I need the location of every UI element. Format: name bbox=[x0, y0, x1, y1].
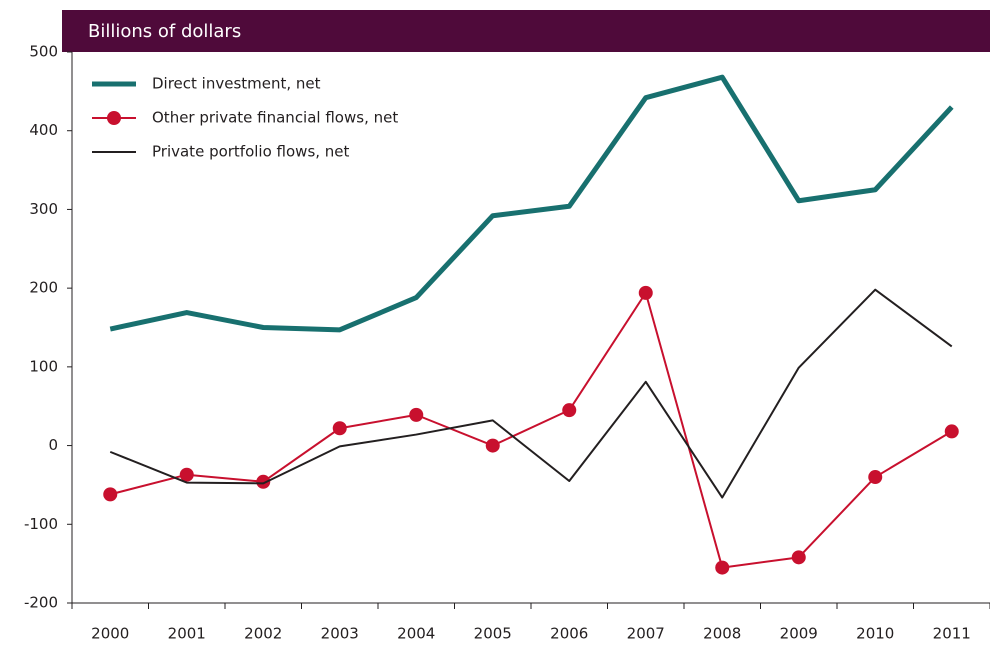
series-marker bbox=[868, 470, 883, 485]
series-marker bbox=[179, 467, 194, 482]
title-bar bbox=[62, 10, 990, 52]
legend-label: Other private financial flows, net bbox=[152, 109, 398, 127]
series-line bbox=[109, 288, 953, 499]
x-tick-label: 2007 bbox=[627, 625, 665, 643]
series-marker bbox=[485, 438, 500, 453]
x-tick-label: 2005 bbox=[474, 625, 512, 643]
x-tick-label: 2011 bbox=[933, 625, 971, 643]
series-marker bbox=[256, 474, 271, 489]
series-marker bbox=[638, 285, 653, 300]
series-marker bbox=[715, 560, 730, 575]
series-marker bbox=[944, 424, 959, 439]
series-marker bbox=[791, 550, 806, 565]
legend-marker bbox=[107, 111, 121, 125]
series-marker bbox=[332, 421, 347, 436]
y-tick-label: 400 bbox=[29, 121, 58, 139]
legend-label: Private portfolio flows, net bbox=[152, 143, 350, 161]
series-marker bbox=[103, 487, 118, 502]
y-tick-label: 200 bbox=[29, 279, 58, 297]
legend-label: Direct investment, net bbox=[152, 75, 321, 93]
x-tick-label: 2000 bbox=[91, 625, 129, 643]
y-tick-label: -100 bbox=[24, 515, 58, 533]
x-tick-label: 2008 bbox=[703, 625, 741, 643]
y-tick-label: 300 bbox=[29, 200, 58, 218]
x-tick-label: 2002 bbox=[244, 625, 282, 643]
y-tick-label: 0 bbox=[48, 436, 58, 454]
x-tick-label: 2004 bbox=[397, 625, 435, 643]
x-tick-label: 2010 bbox=[856, 625, 894, 643]
series-marker bbox=[409, 407, 424, 422]
series-line bbox=[110, 291, 953, 569]
y-tick-label: 100 bbox=[29, 357, 58, 375]
series-line bbox=[109, 74, 954, 333]
x-tick-label: 2001 bbox=[168, 625, 206, 643]
x-tick-label: 2003 bbox=[321, 625, 359, 643]
chart-title: Billions of dollars bbox=[88, 21, 241, 42]
y-tick-label: 500 bbox=[29, 43, 58, 61]
series-marker bbox=[562, 403, 577, 418]
y-tick-label: -200 bbox=[24, 594, 58, 612]
x-tick-label: 2009 bbox=[780, 625, 818, 643]
x-tick-label: 2006 bbox=[550, 625, 588, 643]
